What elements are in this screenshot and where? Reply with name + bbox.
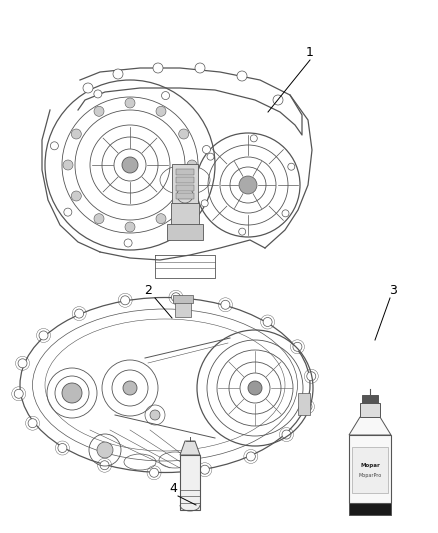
Bar [171,203,199,225]
Circle shape [288,163,295,170]
Circle shape [63,160,73,170]
Circle shape [248,381,262,395]
Text: 2: 2 [144,284,152,296]
Circle shape [187,160,197,170]
Circle shape [50,142,58,150]
Circle shape [179,129,189,139]
Circle shape [100,461,109,470]
Circle shape [307,372,316,381]
Circle shape [179,191,189,201]
Circle shape [122,157,138,173]
Circle shape [71,191,81,201]
Polygon shape [180,441,200,455]
Circle shape [221,300,230,309]
Text: Mopar: Mopar [360,463,380,467]
Circle shape [282,210,289,217]
Bar [173,295,193,303]
Circle shape [239,228,246,235]
Circle shape [94,90,102,98]
Circle shape [125,98,135,108]
Text: 4: 4 [169,481,177,495]
Circle shape [150,410,160,420]
Circle shape [94,214,104,224]
Bar [175,299,191,317]
Bar [362,395,378,403]
Circle shape [237,71,247,81]
Circle shape [18,359,27,368]
Bar [176,193,194,199]
FancyBboxPatch shape [172,164,198,204]
Circle shape [207,153,214,160]
Circle shape [202,146,210,154]
Circle shape [149,469,159,477]
Circle shape [58,443,67,453]
Circle shape [246,452,255,461]
Circle shape [303,402,312,411]
Circle shape [156,106,166,116]
Circle shape [195,63,205,73]
Circle shape [97,442,113,458]
Bar [167,224,203,240]
Circle shape [39,331,48,340]
Circle shape [171,293,180,302]
Circle shape [156,214,166,224]
Circle shape [120,296,130,305]
Circle shape [186,211,194,219]
Bar [360,403,380,417]
Bar [349,435,391,503]
Circle shape [94,106,104,116]
Circle shape [14,389,23,398]
Bar [180,455,200,510]
Circle shape [282,430,291,439]
Text: 3: 3 [389,284,397,296]
Circle shape [239,176,257,194]
Circle shape [62,383,82,403]
Circle shape [293,342,302,351]
Bar [298,393,310,415]
Bar [176,185,194,191]
Bar [176,177,194,183]
Circle shape [113,69,123,79]
Circle shape [162,92,170,100]
Circle shape [250,135,257,142]
Circle shape [153,63,163,73]
Bar [352,447,388,493]
Polygon shape [349,417,391,435]
Circle shape [64,208,72,216]
Circle shape [74,309,84,318]
Circle shape [83,83,93,93]
Bar [349,503,391,515]
Bar [176,169,194,175]
Circle shape [273,95,283,105]
Circle shape [124,239,132,247]
Circle shape [201,200,208,207]
Circle shape [263,318,272,327]
Text: MoparPro: MoparPro [358,472,381,478]
Text: 1: 1 [306,45,314,59]
Circle shape [125,222,135,232]
Circle shape [28,419,37,427]
Circle shape [123,381,137,395]
Circle shape [200,465,209,474]
Circle shape [71,129,81,139]
